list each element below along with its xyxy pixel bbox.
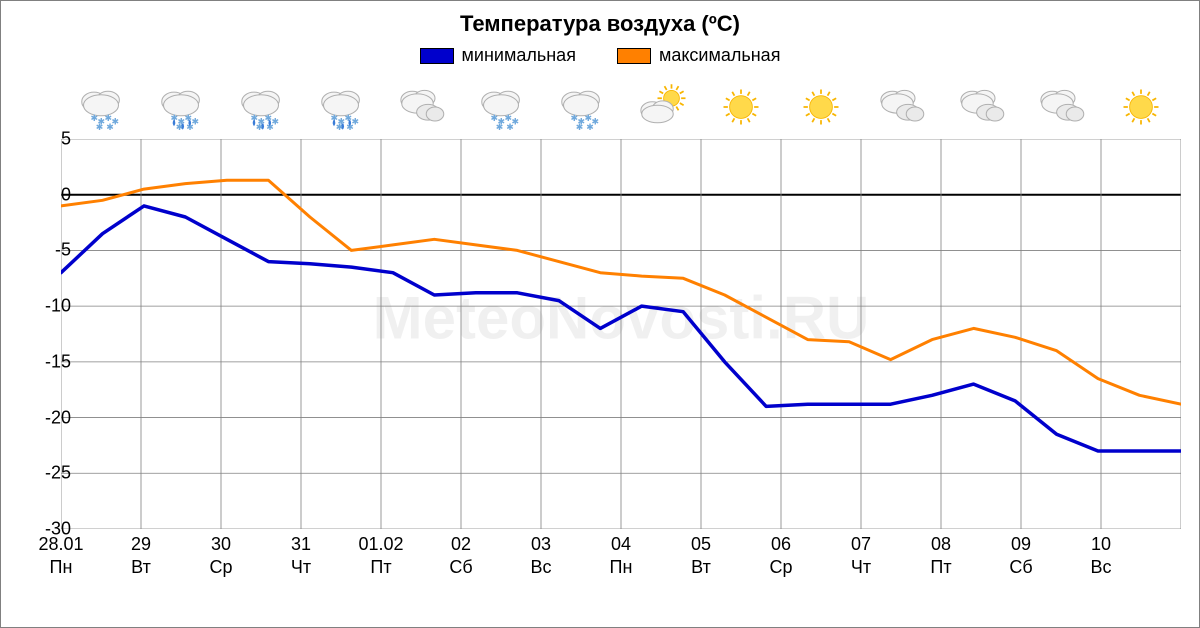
weather-icon-sleet: ✱✱✱✱✱✱ xyxy=(313,79,369,135)
svg-text:✱: ✱ xyxy=(106,121,113,131)
x-tick-label: 03Вс xyxy=(501,533,581,578)
weather-icon-cloudy-double xyxy=(393,79,449,135)
svg-text:✱: ✱ xyxy=(576,121,583,131)
x-tick-label: 04Пн xyxy=(581,533,661,578)
weather-icon-sunny xyxy=(1113,79,1169,135)
weather-icon-row: ✱✱✱✱✱✱ ✱✱✱✱✱✱ ✱✱✱✱✱✱ ✱✱✱✱✱✱ ✱ xyxy=(61,75,1181,135)
svg-text:✱: ✱ xyxy=(496,121,503,131)
chart-title: Температура воздуха (ºС) xyxy=(1,1,1199,45)
x-tick-label: 06Ср xyxy=(741,533,821,578)
y-tick-label: -15 xyxy=(21,351,71,372)
x-tick-label: 30Ср xyxy=(181,533,261,578)
chart-legend: минимальная максимальная xyxy=(1,45,1199,75)
weather-icon-cloudy-double xyxy=(873,79,929,135)
legend-min-swatch xyxy=(420,48,454,64)
legend-max-swatch xyxy=(617,48,651,64)
x-tick-label: 05Вт xyxy=(661,533,741,578)
x-tick-label: 07Чт xyxy=(821,533,901,578)
x-tick-label: 01.02Пт xyxy=(341,533,421,578)
x-tick-label: 09Сб xyxy=(981,533,1061,578)
x-tick-label: 31Чт xyxy=(261,533,341,578)
weather-icon-snow: ✱✱✱✱✱✱ xyxy=(553,79,609,135)
weather-icon-snow: ✱✱✱✱✱✱ xyxy=(473,79,529,135)
svg-text:✱: ✱ xyxy=(506,121,513,131)
x-tick-label: 10Вс xyxy=(1061,533,1141,578)
y-tick-label: 5 xyxy=(21,129,71,150)
y-tick-label: -10 xyxy=(21,296,71,317)
weather-icon-sunny xyxy=(793,79,849,135)
y-tick-label: -25 xyxy=(21,463,71,484)
x-tick-label: 02Сб xyxy=(421,533,501,578)
legend-max: максимальная xyxy=(617,45,780,66)
weather-icon-snow: ✱✱✱✱✱✱ xyxy=(73,79,129,135)
x-tick-label: 29Вт xyxy=(101,533,181,578)
y-tick-label: -20 xyxy=(21,407,71,428)
plot-area: MeteoNovosti.RU xyxy=(61,139,1181,529)
weather-chart-panel: Температура воздуха (ºС) минимальная мак… xyxy=(0,0,1200,628)
weather-icon-sleet: ✱✱✱✱✱✱ xyxy=(153,79,209,135)
legend-max-label: максимальная xyxy=(659,45,780,66)
x-tick-label: 28.01Пн xyxy=(21,533,101,578)
svg-text:✱: ✱ xyxy=(96,121,103,131)
x-tick-label: 08Пт xyxy=(901,533,981,578)
y-tick-label: 0 xyxy=(21,184,71,205)
weather-icon-sunny xyxy=(713,79,769,135)
y-tick-label: -5 xyxy=(21,240,71,261)
weather-icon-sleet: ✱✱✱✱✱✱ xyxy=(233,79,289,135)
legend-min: минимальная xyxy=(420,45,576,66)
svg-text:✱: ✱ xyxy=(586,121,593,131)
legend-min-label: минимальная xyxy=(462,45,576,66)
weather-icon-partly-sunny xyxy=(633,79,689,135)
weather-icon-cloudy-double xyxy=(953,79,1009,135)
weather-icon-cloudy-double xyxy=(1033,79,1089,135)
